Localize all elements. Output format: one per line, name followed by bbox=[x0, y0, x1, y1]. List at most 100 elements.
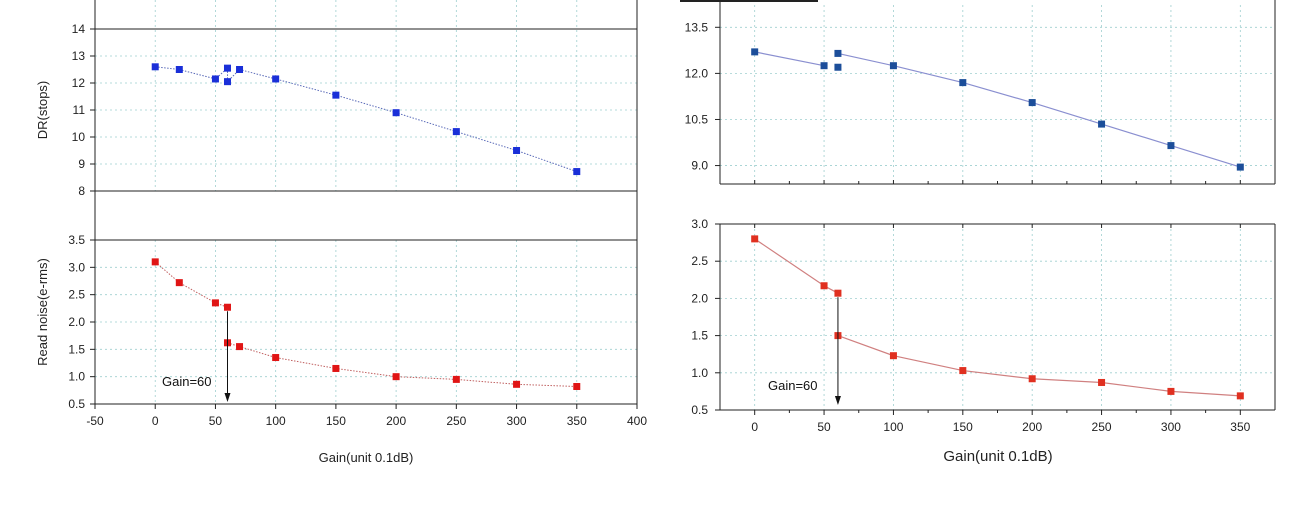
left-bottom-series-line bbox=[154, 261, 228, 308]
left-top-point bbox=[392, 109, 400, 117]
left-xtick-label: 350 bbox=[567, 414, 587, 428]
left-bottom-y-label: Read noise(e-rms) bbox=[35, 258, 50, 366]
right-xtick-label: 350 bbox=[1230, 420, 1250, 434]
left-bottom-ytick-label: 3.0 bbox=[68, 260, 85, 274]
left-top-ytick-label: 13 bbox=[72, 49, 86, 63]
left-xtick-label: 150 bbox=[326, 414, 346, 428]
right-bottom-ytick-label: 1.0 bbox=[691, 366, 708, 380]
right-xtick-label: 150 bbox=[953, 420, 973, 434]
left-annotation-gain60: Gain=60 bbox=[162, 374, 212, 389]
left-plot-frame bbox=[94, 0, 638, 405]
left-xtick-label: 250 bbox=[446, 414, 466, 428]
right-bottom-point bbox=[1098, 378, 1106, 386]
right-top-ytick-label: 10.5 bbox=[685, 112, 709, 126]
right-top-point bbox=[751, 48, 759, 56]
left-xtick-label: 200 bbox=[386, 414, 406, 428]
right-top-point bbox=[1098, 120, 1106, 128]
right-top-series-line bbox=[837, 52, 1241, 168]
gain-arrows bbox=[224, 297, 841, 405]
right-top-point bbox=[1236, 163, 1244, 171]
right-bottom-point bbox=[889, 352, 897, 360]
right-bottom-point bbox=[1236, 392, 1244, 400]
left-top-ytick-label: 14 bbox=[72, 22, 86, 36]
right-gain-arrow-head bbox=[834, 396, 841, 405]
left-bottom-ytick-label: 2.5 bbox=[68, 288, 85, 302]
left-top-ytick-label: 8 bbox=[78, 184, 85, 198]
left-top-point bbox=[332, 91, 340, 99]
right-bottom-ytick-label: 1.5 bbox=[691, 329, 708, 343]
right-xtick-label: 300 bbox=[1161, 420, 1181, 434]
right-bottom-series-line bbox=[837, 335, 1241, 397]
right-top-point bbox=[889, 62, 897, 70]
left-bottom-ytick-label: 0.5 bbox=[68, 397, 85, 411]
left-top-y-label: DR(stops) bbox=[35, 81, 50, 140]
left-top-point bbox=[452, 128, 460, 136]
right-top-ytick-label: 13.5 bbox=[685, 20, 709, 34]
right-top-point bbox=[1028, 99, 1036, 107]
right-x-label: Gain(unit 0.1dB) bbox=[943, 448, 1052, 465]
right-bottom-ytick-label: 0.5 bbox=[691, 403, 708, 417]
left-x-label: Gain(unit 0.1dB) bbox=[319, 450, 414, 465]
left-xtick-label: 300 bbox=[507, 414, 527, 428]
left-top-grid bbox=[95, 0, 637, 191]
right-top-point bbox=[834, 63, 842, 71]
left-bottom-point bbox=[151, 258, 159, 266]
left-xtick-label: 50 bbox=[209, 414, 223, 428]
left-top-point bbox=[175, 66, 183, 73]
right-bottom-point bbox=[820, 282, 828, 290]
left-bottom-point bbox=[452, 375, 460, 383]
left-top-point bbox=[211, 75, 219, 83]
left-bottom-point bbox=[573, 383, 581, 391]
left-bottom-point bbox=[211, 299, 219, 307]
left-top-point bbox=[223, 64, 231, 72]
right-xtick-label: 250 bbox=[1092, 420, 1112, 434]
left-top-point bbox=[151, 63, 159, 71]
left-top-ytick-label: 10 bbox=[72, 130, 86, 144]
left-top-point bbox=[236, 66, 244, 73]
left-bottom-ytick-label: 3.5 bbox=[68, 233, 85, 247]
right-top-ytick-label: 9.0 bbox=[691, 159, 708, 173]
left-bottom-ytick-label: 1.0 bbox=[68, 370, 85, 384]
left-bottom-point bbox=[175, 279, 183, 287]
right-bottom-point bbox=[751, 235, 759, 243]
right-top-point bbox=[959, 79, 967, 87]
right-bottom-ytick-label: 2.0 bbox=[691, 291, 708, 305]
left-gain-arrow-head bbox=[224, 393, 231, 402]
left-top-point bbox=[223, 78, 231, 86]
left-xtick-label: 100 bbox=[266, 414, 286, 428]
right-plot-frame bbox=[680, 0, 1276, 411]
right-top-ytick-label: 12.0 bbox=[685, 66, 709, 80]
right-bottom-point bbox=[959, 367, 967, 375]
right-xtick-label: 0 bbox=[751, 420, 758, 434]
left-top-point bbox=[272, 75, 280, 83]
right-xtick-label: 50 bbox=[817, 420, 831, 434]
left-bottom-point bbox=[236, 343, 244, 351]
left-xtick-label: 400 bbox=[627, 414, 647, 428]
left-top-ytick-label: 11 bbox=[73, 103, 86, 117]
right-bottom-point bbox=[834, 289, 842, 297]
right-xtick-label: 200 bbox=[1022, 420, 1042, 434]
left-xtick-label: -50 bbox=[86, 414, 104, 428]
left-bottom-point bbox=[392, 373, 400, 381]
left-top-ytick-label: 9 bbox=[78, 157, 85, 171]
right-top-series-line bbox=[754, 51, 825, 67]
left-bottom-series-line bbox=[227, 342, 577, 388]
right-annotation-gain60: Gain=60 bbox=[768, 378, 818, 393]
left-top-ytick-label: 12 bbox=[72, 76, 86, 90]
left-top-point bbox=[513, 147, 521, 154]
right-bottom-point bbox=[1167, 387, 1175, 395]
left-top-series-line bbox=[155, 66, 577, 173]
right-bottom-point bbox=[1028, 375, 1036, 383]
left-xtick-label: 0 bbox=[152, 414, 159, 428]
right-xtick-label: 100 bbox=[883, 420, 903, 434]
axis-ticks: 8 9 10 11 12 13 14 0.5 1.0 1.5 2.0 2.5 3.0 3.5 -50 0 50 1… bbox=[68, 20, 1250, 434]
left-top-point bbox=[573, 168, 581, 176]
right-bottom-ytick-label: 3.0 bbox=[691, 217, 708, 231]
right-top-grid bbox=[720, 5, 1275, 184]
left-bottom-ytick-label: 1.5 bbox=[68, 342, 85, 356]
left-bottom-point bbox=[223, 303, 231, 311]
right-top-point bbox=[820, 62, 828, 70]
left-bottom-ytick-label: 2.0 bbox=[68, 315, 85, 329]
right-bottom-ytick-label: 2.5 bbox=[691, 254, 708, 268]
